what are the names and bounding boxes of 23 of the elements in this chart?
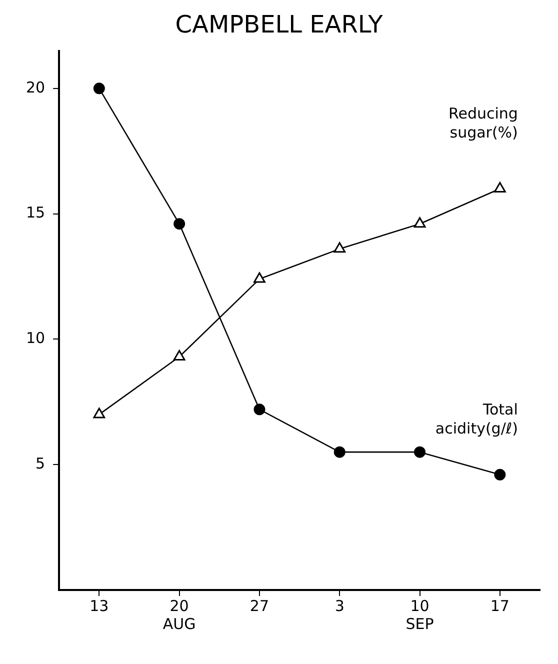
- x-tick-label: 13: [90, 596, 109, 615]
- x-tick-label: 20 AUG: [162, 596, 196, 633]
- x-tick-label: 27: [250, 596, 270, 615]
- x-tick-label: 10 SEP: [406, 596, 434, 633]
- point: [334, 446, 346, 458]
- text: Reducing sugar(%): [448, 104, 518, 142]
- point: [254, 404, 266, 416]
- x-tick-label: 3: [334, 596, 344, 615]
- y-tick-label: 20: [26, 78, 46, 96]
- point: [494, 468, 506, 480]
- point: [93, 408, 106, 418]
- chart-title: CAMPBELL EARLY: [175, 10, 384, 39]
- point: [414, 446, 426, 458]
- y-tick-label: 15: [26, 204, 46, 222]
- series-label: Total acidity(g/ℓ): [435, 400, 518, 438]
- y-tick-label: 5: [36, 454, 46, 472]
- point: [494, 182, 506, 192]
- point: [173, 350, 186, 361]
- point: [334, 242, 346, 253]
- point: [414, 217, 426, 228]
- point: [254, 272, 266, 283]
- x-tick-label: 17: [490, 596, 510, 615]
- y-tick-label: 10: [26, 329, 46, 348]
